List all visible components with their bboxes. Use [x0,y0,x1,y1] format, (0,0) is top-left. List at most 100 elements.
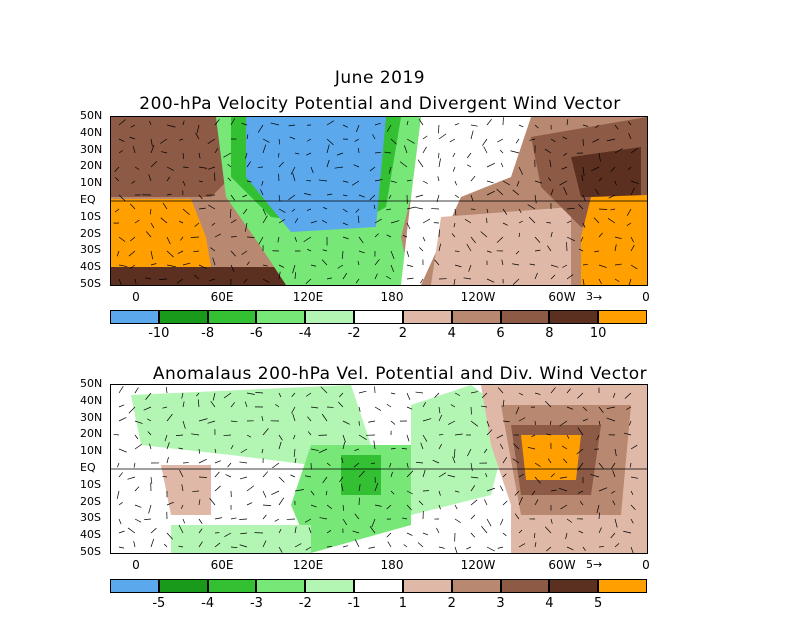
wind-vector [454,180,457,186]
wind-vector [438,504,441,510]
wind-vector [130,236,136,242]
wind-vector [230,264,235,272]
wind-vector [214,542,221,548]
wind-vector [415,391,424,394]
wind-vector [579,500,584,506]
wind-vector [262,540,267,548]
wind-vector [590,474,600,478]
wind-vector [562,136,568,140]
wind-vector [596,504,600,514]
wind-vector [386,208,392,211]
wind-vector [406,406,413,410]
wind-vector [358,236,364,244]
wind-vector [181,484,184,492]
wind-vector [209,278,216,282]
wind-vector [447,474,456,478]
wind-vector [160,138,168,144]
lat-label: 50S [80,277,101,290]
wind-vector [390,490,395,495]
wind-vector [515,138,520,144]
wind-vector [390,264,395,272]
wind-vector [358,390,367,394]
wind-vector [358,470,365,478]
wind-vector [422,402,426,408]
wind-vector [547,458,552,464]
wind-vector [438,158,441,168]
wind-vector [406,490,413,495]
wind-vector [581,174,584,182]
wind-vector [598,177,603,182]
wind-vector [438,124,440,134]
wind-vector [307,248,312,252]
wind-vector [179,220,184,224]
wind-vector [318,448,328,454]
wind-vector [358,434,367,440]
wind-vector [390,447,396,450]
colorbar-swatch [256,579,306,593]
wind-vector [305,546,312,551]
wind-vector [518,417,526,422]
wind-vector [133,462,136,468]
wind-vector [373,204,376,210]
wind-vector [438,472,446,478]
wind-vector [239,476,248,480]
wind-vector [214,471,220,478]
wind-vector [406,532,413,536]
wind-vector [209,498,216,506]
wind-vector [214,147,219,154]
wind-vector [118,138,125,142]
wind-vector [278,434,283,441]
wind-vector [531,490,536,496]
wind-vector [166,166,175,171]
wind-vector [374,504,382,507]
colorbar-swatch [110,579,159,593]
wind-vector [372,134,376,140]
wind-vector [502,500,508,506]
wind-vector [145,392,152,400]
wind-vector [606,138,616,142]
wind-vector [358,194,365,198]
wind-vector [198,207,206,210]
wind-vector [230,420,238,423]
wind-vector [306,152,312,156]
wind-vector [402,235,408,238]
wind-vector [262,471,269,478]
wind-vector [303,236,312,243]
wind-vector [480,405,488,408]
wind-vector [470,236,477,244]
wind-vector [614,448,617,457]
wind-vector [401,517,408,520]
wind-vector [422,146,427,154]
wind-vector [270,122,280,126]
top-light-brown [431,207,571,285]
wind-vector [566,236,576,242]
wind-vector [239,461,248,464]
wind-vector [278,264,285,268]
lat-label: 50N [80,377,103,390]
wind-vector [417,159,424,168]
wind-vector [182,420,186,429]
wind-vector [166,193,172,196]
wind-vector [447,420,456,425]
wind-vector [304,193,312,196]
wind-vector [374,122,381,126]
wind-vector [304,475,312,478]
wind-vector [470,124,478,127]
wind-vector [150,476,153,484]
colorbar-label: 4 [545,596,554,611]
wind-vector [514,513,520,520]
wind-vector [134,166,140,170]
wind-vector [326,462,331,467]
colorbar-swatch [402,310,452,324]
top-south-dark [111,267,311,285]
wind-vector [630,236,634,243]
wind-vector [386,234,392,238]
wind-vector [321,259,328,266]
lat-label: 20N [80,159,103,173]
wind-vector [518,220,523,224]
wind-vector [230,250,236,257]
wind-vector [582,222,586,228]
wind-vector [166,264,176,268]
wind-vector [129,264,136,269]
wind-vector [390,220,400,224]
